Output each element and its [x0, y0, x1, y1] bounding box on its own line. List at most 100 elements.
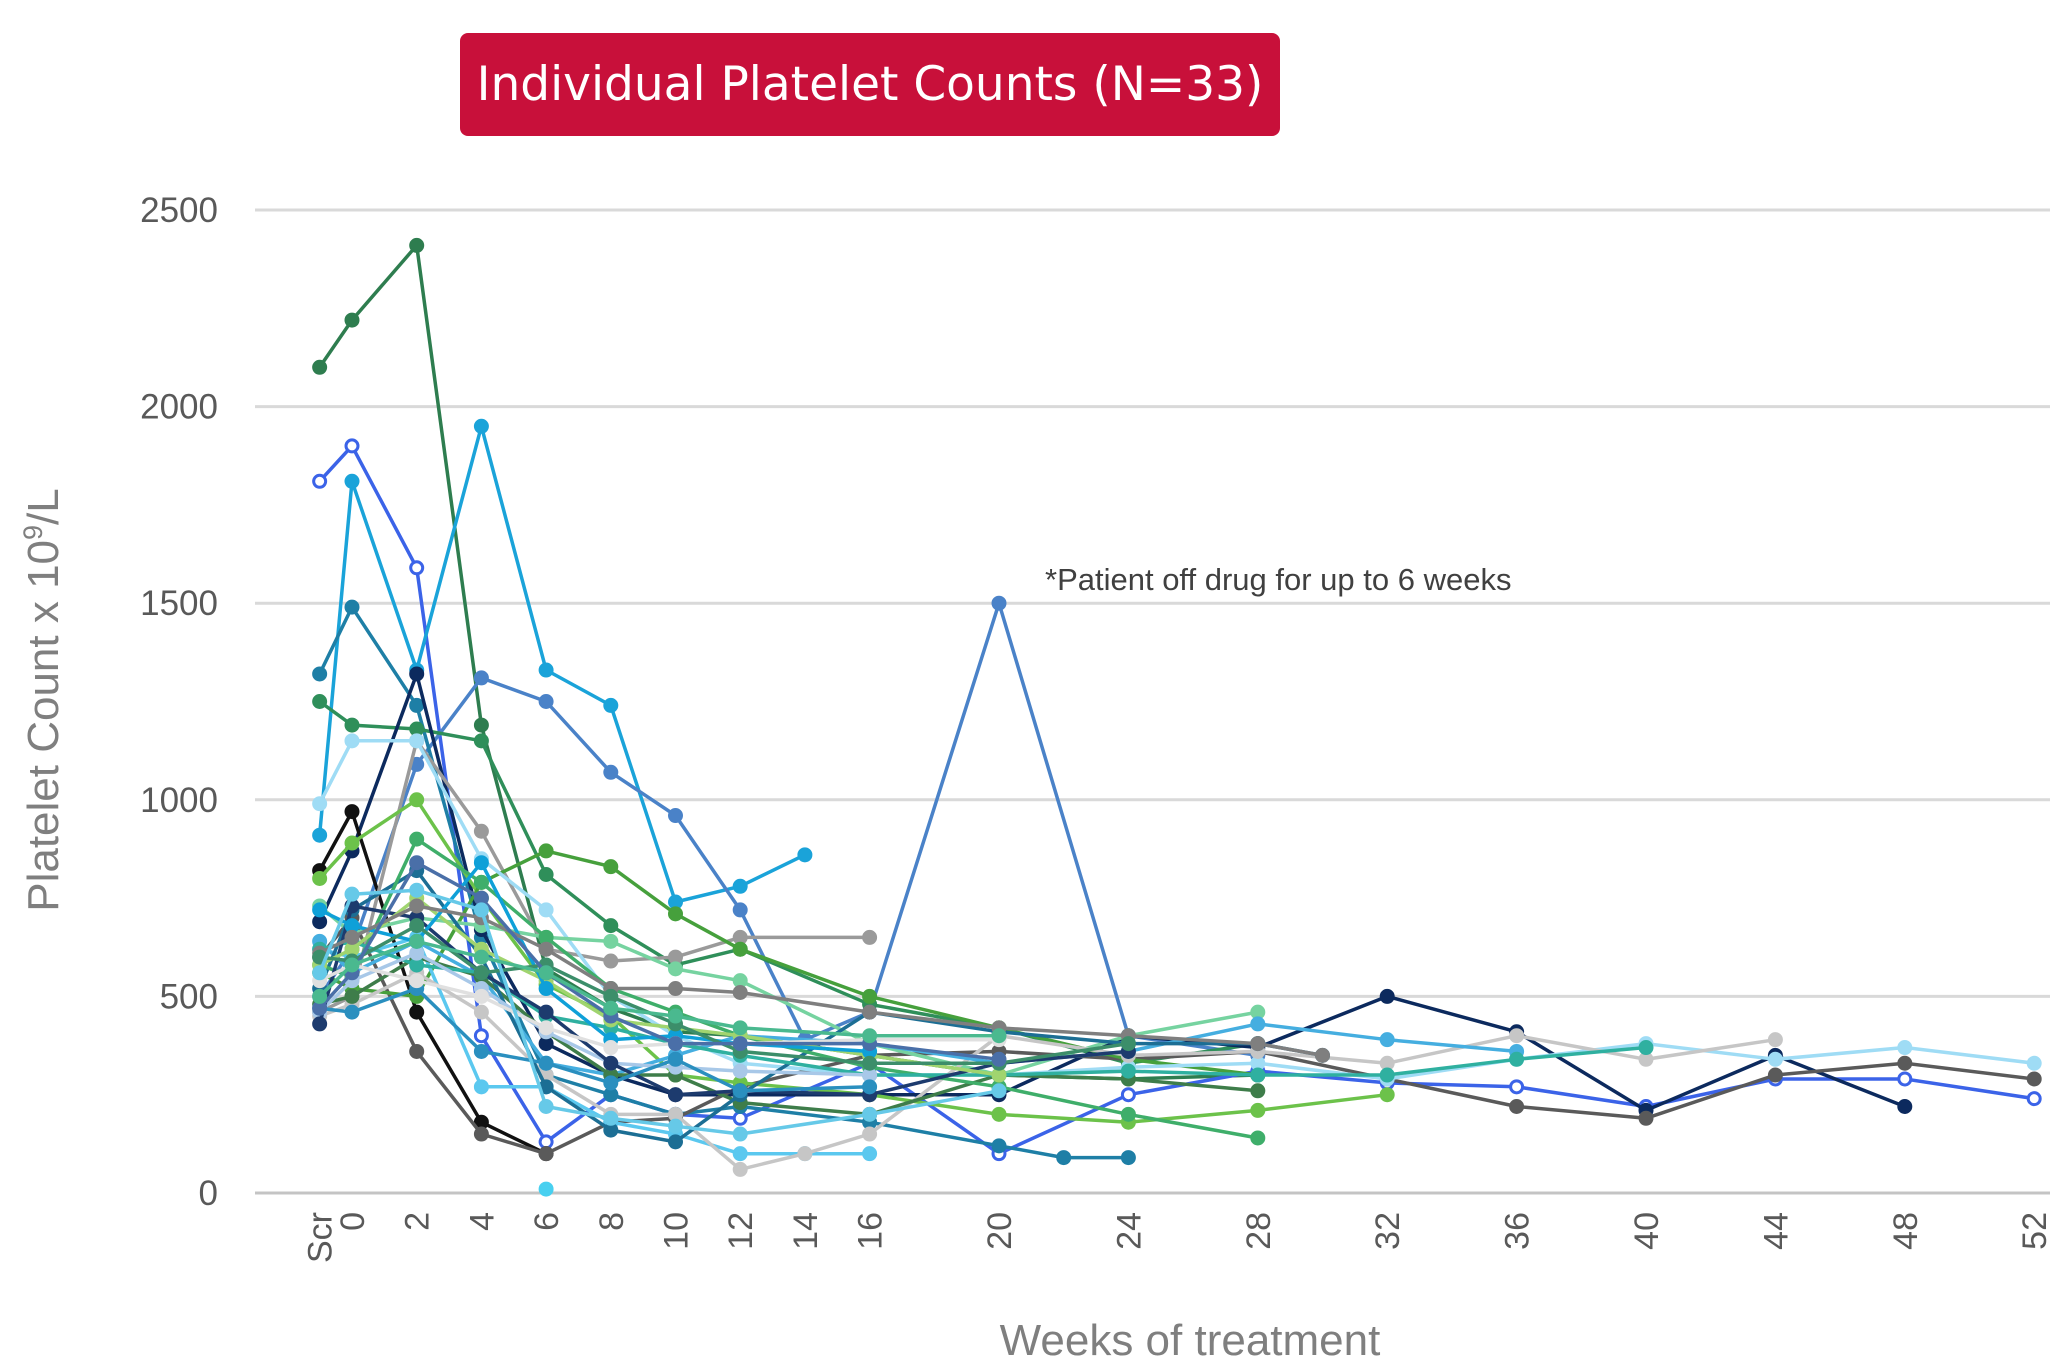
- data-point: [409, 933, 425, 949]
- gridlines: [255, 208, 2050, 1195]
- data-point: [603, 697, 619, 713]
- series-26: [312, 981, 878, 1099]
- x-tick-label: 6: [528, 1212, 566, 1231]
- data-point: [1120, 1036, 1136, 1052]
- y-tick-label: 2000: [140, 388, 218, 427]
- data-point: [862, 1106, 878, 1122]
- data-point: [409, 882, 425, 898]
- data-point: [409, 918, 425, 934]
- data-point: [1250, 1102, 1266, 1118]
- data-point: [862, 1079, 878, 1095]
- data-point: [344, 988, 360, 1004]
- data-point: [538, 1181, 554, 1197]
- data-point: [538, 1004, 554, 1020]
- data-point: [473, 874, 489, 890]
- data-point: [668, 906, 683, 922]
- x-tick-label: 20: [981, 1212, 1019, 1250]
- series-line: [318, 963, 999, 1050]
- data-point: [1767, 1032, 1783, 1048]
- data-point: [1897, 1055, 1913, 1071]
- data-point: [312, 694, 328, 709]
- data-point: [991, 1106, 1007, 1122]
- series-line: [317, 888, 1000, 1136]
- data-point: [862, 929, 878, 945]
- x-tick-label: 52: [2016, 1212, 2054, 1250]
- data-point: [603, 918, 619, 934]
- data-point: [538, 981, 554, 997]
- y-tick-label: 500: [160, 977, 218, 1016]
- data-point: [312, 473, 328, 489]
- data-point: [603, 1110, 619, 1126]
- data-point: [538, 1098, 554, 1114]
- x-tick-label: 32: [1369, 1212, 1407, 1250]
- data-point: [732, 984, 748, 1000]
- y-axis-title: Platelet Count x 109/L: [18, 488, 68, 912]
- data-point: [473, 733, 489, 749]
- data-point: [344, 886, 360, 902]
- y-tick-labels: 0 500 1000 1500 2000 2500: [140, 191, 218, 1213]
- y-tick-label: 1000: [140, 781, 218, 820]
- data-point: [1897, 1040, 1913, 1056]
- data-point: [603, 953, 619, 969]
- data-point: [603, 764, 619, 780]
- data-point: [668, 961, 683, 977]
- y-tick-label: 1500: [140, 584, 218, 623]
- data-point: [668, 1051, 683, 1067]
- series-line: [319, 935, 870, 1156]
- data-point: [473, 717, 489, 733]
- chart-title: Individual Platelet Counts (N=33): [460, 33, 1280, 136]
- data-point: [668, 1008, 683, 1024]
- data-point: [344, 804, 360, 820]
- data-point: [1056, 1150, 1072, 1166]
- data-point: [538, 965, 554, 981]
- series-line: [318, 896, 1000, 1077]
- x-tick-label: 44: [1757, 1212, 1795, 1250]
- data-point: [473, 418, 489, 434]
- data-point: [668, 1134, 683, 1150]
- data-point: [1379, 1087, 1395, 1103]
- data-point: [1250, 1036, 1266, 1052]
- y-tick-label: 2500: [140, 191, 218, 230]
- data-point: [2026, 1071, 2042, 1087]
- data-point: [2026, 1055, 2042, 1071]
- data-point: [312, 1016, 328, 1032]
- data-point: [668, 981, 683, 997]
- data-point: [1509, 1051, 1525, 1067]
- data-point: [473, 1004, 489, 1020]
- series-11: [312, 792, 1395, 1130]
- data-point: [409, 237, 425, 253]
- data-point: [473, 902, 489, 918]
- data-point: [1250, 1067, 1266, 1083]
- series-lines: [312, 237, 2042, 1197]
- x-tick-label: 4: [463, 1212, 501, 1231]
- data-point: [1509, 1098, 1525, 1114]
- data-point: [1250, 1083, 1266, 1099]
- data-point: [1897, 1071, 1913, 1087]
- data-point: [991, 1028, 1007, 1044]
- x-tick-label: 8: [593, 1212, 631, 1231]
- series-line: [318, 939, 1517, 1077]
- data-point: [344, 957, 360, 973]
- data-point: [732, 1161, 748, 1177]
- data-point: [409, 733, 425, 749]
- data-point: [991, 1138, 1007, 1154]
- x-tick-label: 28: [1240, 1212, 1278, 1250]
- data-point: [312, 870, 328, 886]
- data-point: [409, 973, 425, 989]
- data-point: [732, 941, 748, 957]
- data-point: [538, 1134, 554, 1150]
- x-tick-label: 2: [399, 1212, 437, 1231]
- series-line: [318, 860, 1000, 1062]
- data-point: [668, 1036, 683, 1052]
- data-point: [603, 933, 619, 949]
- data-point: [538, 941, 554, 957]
- data-point: [473, 855, 489, 871]
- data-point: [1120, 1106, 1136, 1122]
- data-point: [409, 697, 425, 713]
- data-point: [409, 792, 425, 808]
- data-point: [1250, 1016, 1266, 1032]
- series-line: [318, 939, 999, 1038]
- data-point: [1379, 988, 1395, 1004]
